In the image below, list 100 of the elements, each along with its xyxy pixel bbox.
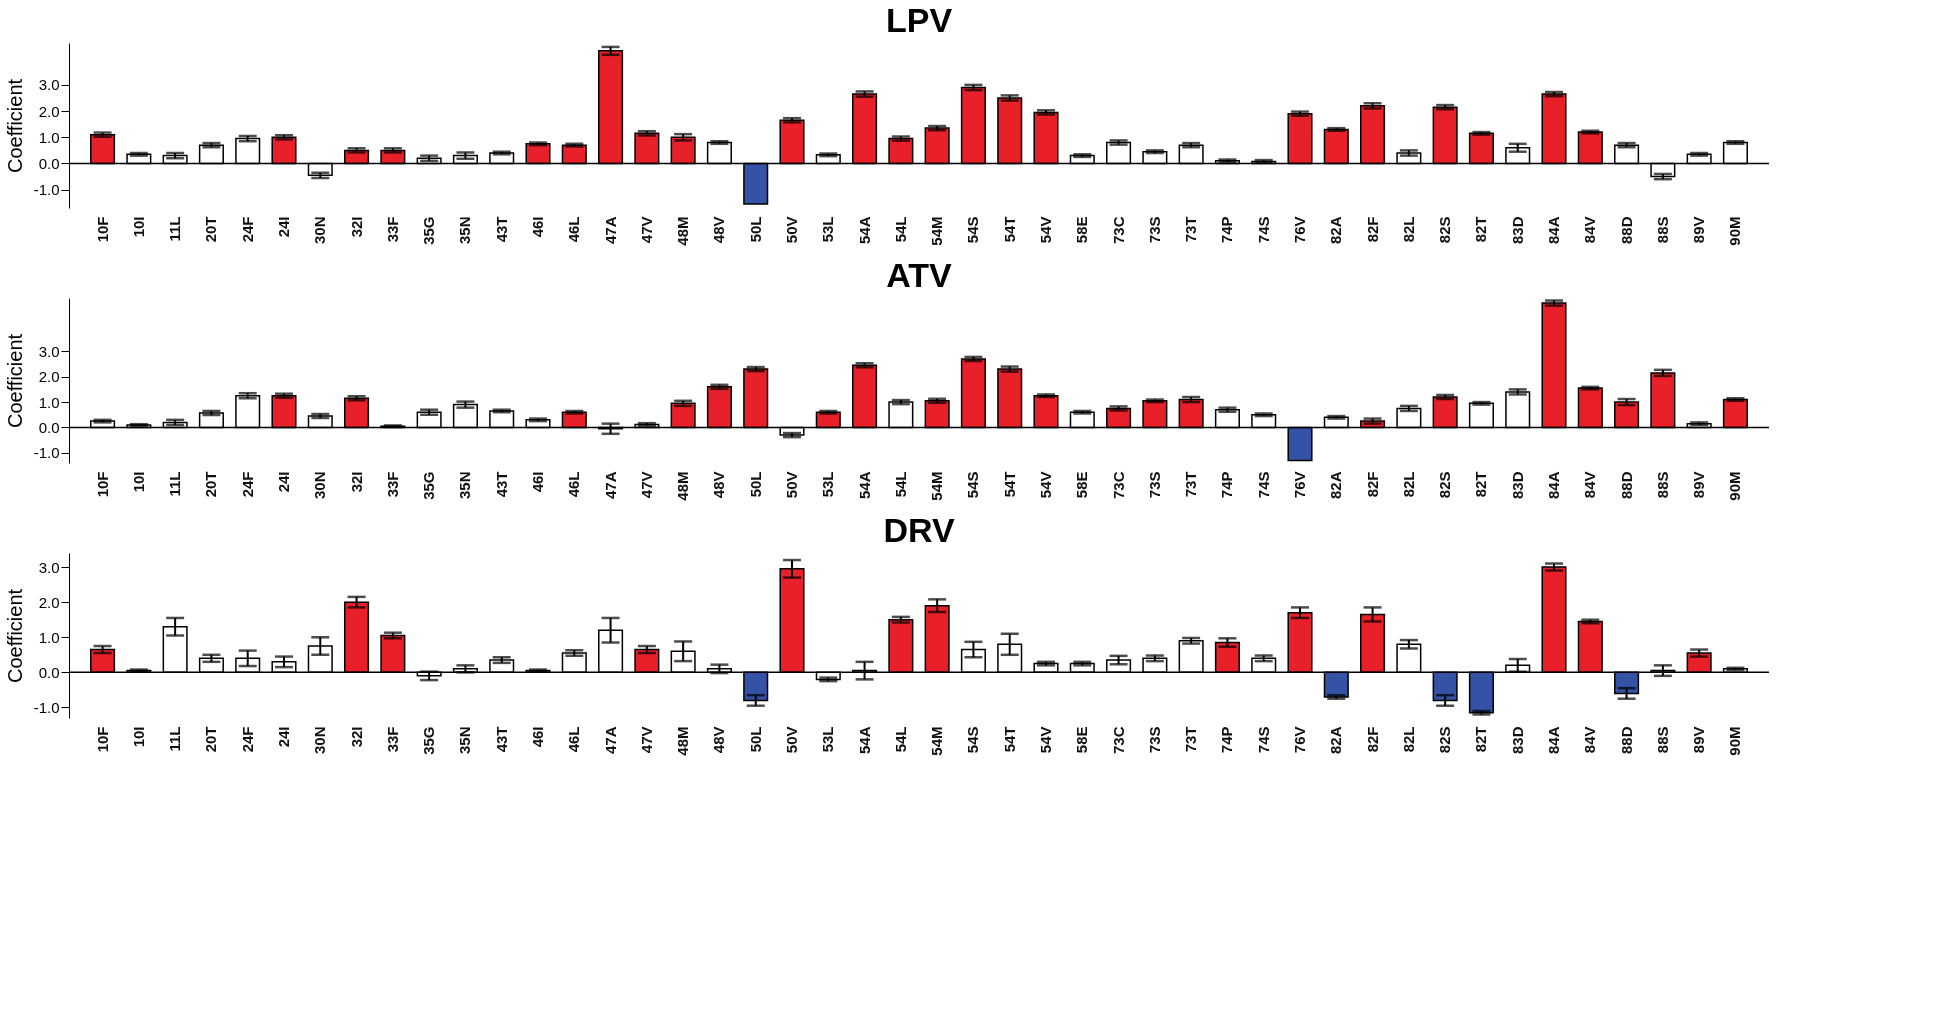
- x-tick-label: 20T: [202, 726, 220, 753]
- x-tick-label: 74P: [1218, 471, 1236, 499]
- x-tick-label: 54A: [855, 726, 873, 755]
- x-tick-label: 58E: [1073, 726, 1091, 754]
- x-tick-label: 46L: [565, 471, 583, 498]
- y-tick-label: 1.0: [38, 128, 60, 146]
- y-tick-label: -1.0: [33, 444, 60, 462]
- x-tick-label: 10I: [129, 726, 147, 748]
- x-tick-label: 24I: [274, 726, 292, 748]
- x-tick-label: 76V: [1291, 726, 1308, 754]
- x-tick-label: 48V: [710, 726, 728, 754]
- x-tick-label: 89V: [1690, 726, 1708, 754]
- x-tick-label: 24F: [238, 726, 256, 753]
- x-tick-label: 48M: [674, 471, 692, 501]
- x-tick-label: 84A: [1545, 216, 1563, 245]
- x-tick-label: 24I: [274, 471, 292, 493]
- x-tick-label: 73C: [1109, 471, 1127, 500]
- x-tick-label: 89V: [1690, 216, 1708, 244]
- x-tick-label: 82L: [1399, 216, 1417, 243]
- x-tick-label: 54A: [855, 216, 873, 245]
- x-tick-label: 73T: [1182, 216, 1200, 243]
- x-tick-label: 20T: [202, 471, 220, 498]
- x-tick-label: 58E: [1073, 471, 1091, 499]
- x-tick-label: 88D: [1617, 216, 1635, 245]
- x-tick-label: 82L: [1399, 726, 1417, 753]
- x-tick-label: 35G: [420, 471, 438, 500]
- x-tick-label: 82S: [1436, 216, 1454, 244]
- y-tick-label: 0.0: [38, 418, 60, 436]
- x-tick-label: 54S: [964, 726, 982, 754]
- x-tick-label: 82A: [1327, 216, 1345, 245]
- x-tick-label: 90M: [1726, 471, 1744, 501]
- x-tick-label: 30N: [311, 726, 329, 755]
- x-tick-label: 50V: [783, 471, 800, 499]
- x-tick-label: 84V: [1581, 216, 1599, 244]
- x-tick-label: 48M: [674, 216, 692, 246]
- x-tick-label: 82S: [1436, 726, 1454, 754]
- x-tick-label: 83D: [1508, 471, 1526, 500]
- x-tick-label: 89V: [1690, 471, 1708, 499]
- x-tick-label: 33F: [383, 726, 401, 753]
- x-tick-label: 54V: [1037, 471, 1054, 499]
- x-tick-label: 88S: [1653, 726, 1671, 754]
- x-tick-label: 10I: [129, 471, 147, 493]
- y-tick-label: -1.0: [33, 181, 60, 199]
- x-tick-label: 24I: [274, 216, 292, 238]
- y-tick-label: 3.0: [38, 76, 60, 94]
- x-tick-label: 82F: [1363, 471, 1381, 498]
- x-tick-label: 47A: [601, 216, 619, 245]
- x-tick-label: 53L: [819, 471, 837, 498]
- x-tick-label: 82S: [1436, 471, 1454, 499]
- x-tick-label: 88S: [1653, 216, 1671, 244]
- x-tick-label: 53L: [819, 726, 837, 753]
- x-tick-label: 90M: [1726, 726, 1744, 756]
- y-axis-title: Coefficient: [3, 333, 26, 429]
- x-tick-label: 82T: [1472, 726, 1490, 753]
- x-tick-label: 35N: [456, 216, 474, 245]
- y-axis-title: Coefficient: [3, 78, 26, 174]
- x-tick-label: 50V: [783, 726, 800, 754]
- y-axis-title: Coefficient: [3, 588, 26, 684]
- x-tick-label: 10F: [93, 726, 111, 753]
- x-tick-label: 20T: [202, 216, 220, 243]
- x-tick-label: 47A: [601, 726, 619, 755]
- x-tick-label: 32I: [347, 216, 365, 238]
- x-tick-label: 11L: [166, 216, 184, 242]
- x-tick-label: 30N: [311, 216, 329, 245]
- x-tick-label: 24F: [238, 216, 256, 243]
- x-tick-label: 84V: [1581, 471, 1599, 499]
- x-tick-label: 54T: [1000, 726, 1018, 753]
- x-tick-label: 47A: [601, 471, 619, 500]
- x-tick-label: 54L: [891, 726, 909, 753]
- x-tick-label: 11L: [166, 726, 184, 752]
- x-tick-label: 35N: [456, 726, 474, 755]
- x-tick-label: 82A: [1327, 726, 1345, 755]
- y-tick-label: 0.0: [38, 663, 60, 681]
- y-tick-label: 1.0: [38, 628, 60, 646]
- chart-title: LPV: [885, 1, 953, 39]
- x-tick-label: 50L: [746, 726, 764, 753]
- x-tick-label: 90M: [1726, 216, 1744, 246]
- x-tick-label: 84V: [1581, 726, 1599, 754]
- x-tick-label: 43T: [492, 471, 510, 498]
- x-tick-label: 33F: [383, 471, 401, 498]
- x-tick-label: 54V: [1037, 216, 1054, 244]
- x-tick-label: 54L: [891, 216, 909, 243]
- x-tick-label: 35G: [420, 726, 438, 755]
- x-tick-label: 84A: [1545, 726, 1563, 755]
- x-tick-label: 74S: [1254, 216, 1272, 244]
- x-tick-label: 30N: [311, 471, 329, 500]
- x-tick-label: 43T: [492, 726, 510, 753]
- x-tick-label: 53L: [819, 216, 837, 243]
- y-tick-label: 1.0: [38, 393, 60, 411]
- x-tick-label: 84A: [1545, 471, 1563, 500]
- x-tick-label: 73S: [1145, 471, 1163, 499]
- y-tick-label: 3.0: [38, 342, 60, 360]
- x-tick-label: 54L: [891, 471, 909, 498]
- y-tick-label: 3.0: [38, 558, 60, 576]
- x-tick-label: 50V: [783, 216, 800, 244]
- x-tick-label: 82L: [1399, 471, 1417, 498]
- x-tick-label: 47V: [637, 471, 655, 499]
- x-tick-label: 76V: [1291, 216, 1308, 244]
- x-tick-label: 73S: [1145, 726, 1163, 754]
- x-tick-label: 82F: [1363, 726, 1381, 753]
